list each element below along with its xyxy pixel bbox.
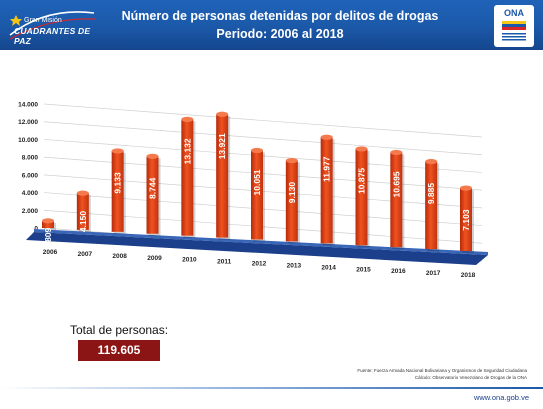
x-tick-label: 2006 — [43, 249, 58, 256]
source-note: Fuente: Fuerza Armada Nacional Bolivaria… — [357, 367, 527, 381]
x-tick-label: 2010 — [182, 257, 197, 264]
data-label: 10.051 — [252, 169, 262, 195]
ona-logo: ONA — [494, 5, 534, 47]
data-label: 8.744 — [148, 177, 158, 199]
source-line-1: Fuente: Fuerza Armada Nacional Bolivaria… — [357, 368, 527, 373]
y-tick-label: 8.000 — [22, 155, 39, 162]
x-tick-label: 2018 — [461, 272, 476, 279]
data-label: 9.130 — [287, 182, 297, 204]
cuadrantes-de-paz-logo: Gran Misión CUADRANTES DE PAZ — [6, 5, 98, 46]
data-label: 9.133 — [113, 172, 123, 194]
x-tick-label: 2014 — [321, 264, 336, 271]
bar-cap — [146, 153, 159, 159]
x-tick-label: 2013 — [287, 262, 302, 269]
data-label: 4.150 — [78, 211, 88, 233]
chart-floor — [26, 232, 488, 265]
gridline — [43, 121, 483, 156]
bar — [251, 150, 263, 240]
data-label: 9.885 — [426, 183, 436, 205]
bar — [460, 188, 472, 251]
total-label: Total de personas: — [70, 323, 169, 337]
total-value-badge: 119.605 — [78, 340, 160, 361]
data-label: 13.921 — [217, 133, 227, 159]
data-label: 11.977 — [322, 156, 332, 182]
chart-subtitle: Periodo: 2006 al 2018 — [216, 27, 344, 41]
bar — [146, 156, 159, 234]
logo-swoosh-icon — [9, 11, 97, 40]
gridline — [43, 103, 483, 138]
y-tick-label: 2.000 — [22, 208, 39, 215]
bar-cap — [76, 190, 89, 196]
bar — [181, 119, 194, 236]
x-tick-label: 2015 — [356, 266, 371, 273]
bar-chart: 0 2.000 4.000 6.000 8.000 10.000 12.000 14.000 8… — [0, 88, 543, 358]
bar-cap — [425, 158, 438, 165]
bar-cap — [390, 149, 403, 156]
chart-title: Número de personas detenidas por delitos… — [121, 9, 439, 23]
footer-divider — [0, 387, 543, 389]
data-label: 13.132 — [182, 138, 192, 164]
x-tick-label: 2016 — [391, 268, 406, 275]
y-tick-label: 14.000 — [18, 102, 38, 109]
bar-cap — [460, 185, 472, 191]
flag-stripes-icon — [502, 21, 526, 41]
bar-cap — [285, 157, 298, 164]
bar-cap — [42, 218, 54, 224]
y-tick-label: 12.000 — [18, 119, 38, 126]
bar-cap — [111, 148, 124, 154]
bar — [320, 137, 333, 244]
bar-cap — [320, 134, 333, 140]
data-label: 10.695 — [391, 171, 401, 197]
y-tick-label: 10.000 — [18, 137, 38, 144]
bar-cap — [181, 116, 194, 122]
bar — [355, 148, 368, 246]
y-tick-label: 4.000 — [22, 190, 39, 197]
bar — [111, 150, 124, 232]
footer-url: www.ona.gob.ve — [473, 393, 529, 402]
x-tick-label: 2012 — [252, 261, 267, 268]
y-tick-label: 6.000 — [22, 172, 39, 179]
x-tick-label: 2008 — [112, 253, 127, 260]
bar — [425, 161, 438, 250]
bar — [216, 114, 229, 238]
bar-cap — [251, 147, 263, 154]
data-label: 10.875 — [357, 168, 367, 194]
data-label: 7.103 — [461, 209, 471, 231]
header-banner: Gran Misión CUADRANTES DE PAZ Número de … — [0, 0, 543, 50]
x-tick-label: 2011 — [217, 259, 231, 266]
chart-floor-top — [34, 229, 488, 255]
x-tick-label: 2009 — [147, 255, 162, 262]
logo-line-1: Gran Misión — [24, 17, 62, 24]
bar — [42, 220, 54, 228]
x-tick-label: 2017 — [426, 270, 441, 277]
bar — [390, 152, 403, 248]
logo-line-2: CUADRANTES DE PAZ — [14, 26, 91, 46]
source-line-2: Cálculo: Observatorio Venezolano de Drog… — [414, 375, 527, 380]
data-label: 809 — [43, 227, 53, 241]
x-tick-label: 2007 — [78, 251, 93, 258]
bar — [285, 160, 298, 242]
bar-cap — [355, 146, 368, 152]
bar — [76, 193, 89, 230]
chart-svg: 0 2.000 4.000 6.000 8.000 10.000 12.000 14.000 8… — [18, 102, 488, 279]
ona-logo-text: ONA — [504, 8, 524, 18]
y-tick-label: 0 — [34, 226, 38, 233]
bar-cap — [216, 111, 229, 117]
